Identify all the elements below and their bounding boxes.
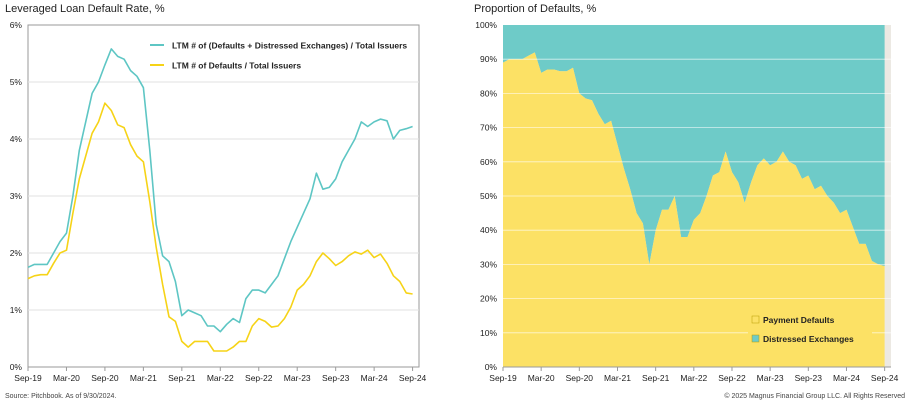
y-tick-label: 30% — [480, 259, 497, 269]
series-line-2 — [27, 102, 413, 352]
y-tick-label: 60% — [480, 157, 497, 167]
legend-label: LTM # of Defaults / Total Issuers — [172, 61, 301, 71]
x-tick-label: Mar-20 — [53, 373, 80, 383]
legend-swatch — [751, 315, 760, 324]
y-tick-label: 6% — [10, 20, 23, 30]
x-tick-label: Mar-24 — [361, 373, 388, 383]
legend-label: Distressed Exchanges — [763, 334, 854, 344]
source-note: Source: Pitchbook. As of 9/30/2024. — [5, 393, 117, 400]
y-tick-label: 0% — [10, 362, 23, 372]
x-tick-label: Sep-24 — [871, 373, 899, 383]
legend-label: LTM # of (Defaults + Distressed Exchange… — [172, 41, 407, 51]
x-tick-label: Mar-20 — [528, 373, 555, 383]
x-tick-label: Sep-20 — [91, 373, 119, 383]
x-tick-label: Sep-22 — [245, 373, 273, 383]
y-tick-label: 4% — [10, 134, 23, 144]
y-tick-label: 20% — [480, 294, 497, 304]
y-tick-label: 5% — [10, 77, 23, 87]
x-tick-label: Mar-23 — [757, 373, 784, 383]
x-tick-label: Sep-24 — [399, 373, 427, 383]
x-tick-label: Mar-21 — [604, 373, 631, 383]
legend-box — [748, 310, 872, 352]
x-tick-label: Sep-19 — [489, 373, 517, 383]
legend-swatch — [751, 334, 760, 343]
x-tick-label: Mar-22 — [680, 373, 707, 383]
y-tick-label: 50% — [480, 191, 497, 201]
area-distressed-exchanges — [503, 25, 885, 267]
left-chart-title: Leveraged Loan Default Rate, % — [5, 3, 165, 15]
x-tick-label: Mar-24 — [833, 373, 860, 383]
y-tick-label: 40% — [480, 225, 497, 235]
x-tick-label: Sep-19 — [14, 373, 42, 383]
x-tick-label: Sep-23 — [795, 373, 823, 383]
x-tick-label: Mar-23 — [284, 373, 311, 383]
right-chart-title: Proportion of Defaults, % — [474, 3, 597, 15]
x-tick-label: Mar-22 — [207, 373, 234, 383]
x-tick-label: Sep-21 — [642, 373, 670, 383]
x-tick-label: Sep-23 — [322, 373, 350, 383]
y-tick-label: 1% — [10, 305, 23, 315]
y-tick-label: 100% — [475, 20, 497, 30]
y-tick-label: 10% — [480, 328, 497, 338]
copyright-note: © 2025 Magnus Financial Group LLC. All R… — [724, 393, 905, 400]
x-tick-label: Sep-21 — [168, 373, 196, 383]
x-tick-label: Sep-22 — [718, 373, 746, 383]
y-tick-label: 80% — [480, 88, 497, 98]
y-tick-label: 3% — [10, 191, 23, 201]
y-tick-label: 0% — [485, 362, 498, 372]
y-tick-label: 2% — [10, 248, 23, 258]
y-tick-label: 90% — [480, 54, 497, 64]
area-payment-defaults — [503, 52, 885, 368]
legend-label: Payment Defaults — [763, 315, 835, 325]
x-tick-label: Sep-20 — [566, 373, 594, 383]
x-tick-label: Mar-21 — [130, 373, 157, 383]
y-tick-label: 70% — [480, 123, 497, 133]
series-line-1 — [27, 48, 413, 333]
